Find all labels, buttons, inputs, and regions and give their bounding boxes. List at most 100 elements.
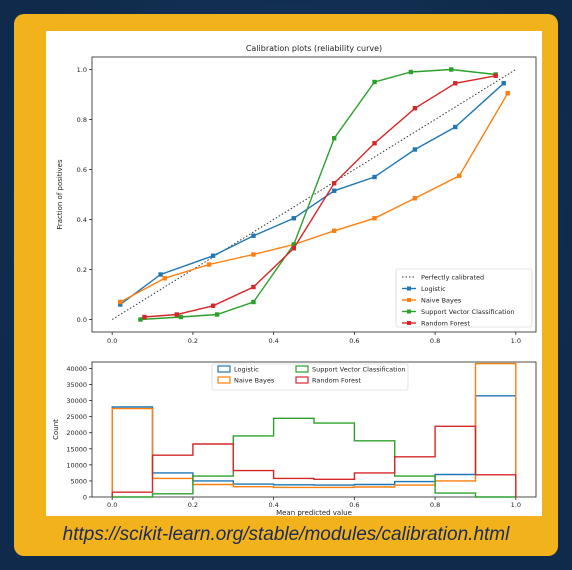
perfectly-calibrated-line xyxy=(111,69,517,320)
series-point xyxy=(251,284,256,290)
histogram-bar xyxy=(475,475,515,497)
series-point xyxy=(331,181,337,186)
top-x-tick-label: 0.4 xyxy=(268,337,278,345)
bottom-axes-frame xyxy=(91,361,537,498)
histogram-bar xyxy=(475,364,515,497)
histogram-bar xyxy=(314,487,354,497)
top-y-tick-label: 0.4 xyxy=(77,216,87,224)
top-axes-frame xyxy=(91,56,537,333)
top-x-tick-label: 0.2 xyxy=(188,337,198,345)
series-point xyxy=(178,314,183,320)
histogram-step xyxy=(111,362,517,497)
histogram-bar xyxy=(435,426,475,497)
yellow-frame: Calibration plots (reliability curve) Fra… xyxy=(14,14,558,556)
bottom-legend-box xyxy=(211,363,409,391)
legend-swatch xyxy=(217,365,231,373)
series-point xyxy=(142,314,147,320)
legend-swatch xyxy=(295,376,309,384)
top-x-tick-label: 1.0 xyxy=(511,337,521,345)
top-x-tick-label: 0.6 xyxy=(349,337,359,345)
bottom-x-tick-label: 0.0 xyxy=(107,501,117,509)
bottom-y-tick-label: 10000 xyxy=(66,461,87,469)
series-point xyxy=(331,136,337,141)
bottom-y-tick-label: 15000 xyxy=(66,445,87,453)
histogram-bar xyxy=(354,441,394,497)
bottom-y-tick-label: 0 xyxy=(83,494,87,502)
legend-swatch xyxy=(295,365,309,373)
top-legend-box xyxy=(395,268,533,328)
top-x-tick-label: 0.8 xyxy=(430,337,440,345)
bottom-y-tick-label: 25000 xyxy=(66,413,87,421)
series-point xyxy=(453,81,458,86)
histogram-step xyxy=(111,425,517,497)
series-point xyxy=(408,69,414,75)
series-line xyxy=(119,92,509,303)
series-point xyxy=(505,91,510,96)
series-point xyxy=(372,79,377,85)
legend-label: Random Forest xyxy=(421,320,470,328)
source-url-caption: https://scikit-learn.org/stable/modules/… xyxy=(62,524,510,545)
histogram-step xyxy=(112,417,516,498)
histogram-bar xyxy=(475,396,515,497)
series-point xyxy=(251,252,256,257)
series-point xyxy=(210,303,216,308)
histogram-bar xyxy=(193,481,233,497)
series-point xyxy=(118,299,123,305)
histogram-bar xyxy=(112,407,152,497)
legend-label: Random Forest xyxy=(312,377,361,385)
series-point xyxy=(162,276,167,281)
legend-label: Support Vector Classification xyxy=(421,308,515,316)
series-point xyxy=(138,317,143,322)
figure-panel: Calibration plots (reliability curve) Fra… xyxy=(46,31,542,516)
histogram-bar xyxy=(153,455,193,497)
series-point xyxy=(453,124,458,130)
bottom-y-tick-label: 40000 xyxy=(66,365,87,373)
bottom-x-tick-label: 0.6 xyxy=(349,501,359,509)
top-y-tick-label: 0.6 xyxy=(77,166,87,174)
series-point xyxy=(501,81,506,86)
series-point xyxy=(331,228,337,233)
series-point xyxy=(372,216,377,221)
histogram-bar xyxy=(193,444,233,497)
histogram-bar xyxy=(233,436,273,497)
series-point xyxy=(493,73,498,78)
histogram-bar xyxy=(395,457,435,497)
histogram-bar xyxy=(274,487,314,497)
histogram-bar xyxy=(233,487,273,497)
top-y-axis-label: Fraction of positives xyxy=(56,159,64,230)
legend-label: Logistic xyxy=(234,366,259,374)
histogram-bar xyxy=(314,479,354,497)
legend-label: Support Vector Classification xyxy=(312,366,406,374)
series-point xyxy=(210,253,216,258)
series-point xyxy=(372,174,377,180)
top-y-tick-label: 1.0 xyxy=(77,66,87,74)
top-y-tick-label: 0.0 xyxy=(77,316,87,324)
series-point xyxy=(291,246,297,251)
series-point xyxy=(457,173,462,178)
bottom-x-axis-label: Mean predicted value xyxy=(276,509,352,516)
bottom-y-tick-label: 5000 xyxy=(70,477,87,485)
calibration-figure: Calibration plots (reliability curve) Fra… xyxy=(52,44,537,516)
bottom-y-tick-label: 35000 xyxy=(66,381,87,389)
series-point xyxy=(372,141,377,146)
series-line xyxy=(144,75,496,318)
legend-marker xyxy=(407,321,411,325)
legend-marker xyxy=(407,286,411,291)
bottom-y-tick-label: 30000 xyxy=(66,397,87,405)
series-point xyxy=(412,196,418,201)
histogram-bar xyxy=(193,476,233,497)
legend-label: Logistic xyxy=(421,285,446,293)
histogram-bar xyxy=(274,485,314,497)
top-chart-title: Calibration plots (reliability curve) xyxy=(246,44,382,53)
series-point xyxy=(251,233,256,238)
bottom-y-tick-label: 20000 xyxy=(66,429,87,437)
legend-marker xyxy=(407,309,411,314)
histogram-bar xyxy=(314,423,354,497)
histogram-bar xyxy=(112,409,152,497)
legend-label: Perfectly calibrated xyxy=(421,274,484,282)
series-point xyxy=(412,106,418,111)
histogram-bar xyxy=(395,476,435,497)
series-point xyxy=(291,216,297,221)
legend-marker xyxy=(407,298,411,302)
bottom-x-tick-label: 0.4 xyxy=(268,501,278,509)
